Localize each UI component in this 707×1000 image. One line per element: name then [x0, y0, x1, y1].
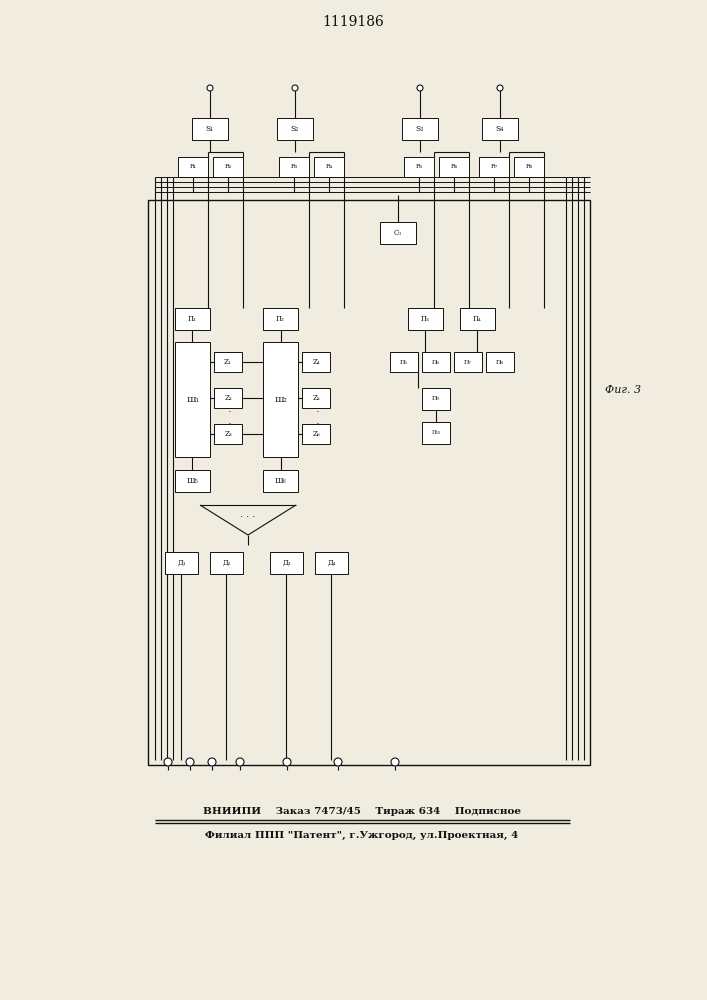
- Bar: [279, 157, 309, 177]
- Bar: [482, 118, 518, 140]
- Circle shape: [164, 758, 172, 766]
- Text: П₆: П₆: [432, 360, 440, 364]
- Text: П₄: П₄: [473, 315, 482, 323]
- Bar: [422, 388, 450, 410]
- Bar: [148, 200, 590, 765]
- Text: Ш₆: Ш₆: [274, 477, 286, 485]
- Text: ВНИИПИ    Заказ 7473/45    Тираж 634    Подписное: ВНИИПИ Заказ 7473/45 Тираж 634 Подписное: [203, 808, 521, 816]
- Bar: [422, 422, 450, 444]
- Text: Д₃: Д₃: [282, 559, 291, 567]
- Text: П₂: П₂: [276, 315, 285, 323]
- Text: Z₅: Z₅: [312, 394, 320, 402]
- Text: Ш₁: Ш₁: [186, 395, 199, 403]
- Text: Ш₂: Ш₂: [274, 395, 287, 403]
- Bar: [263, 470, 298, 492]
- Bar: [390, 352, 418, 372]
- Text: ·
·
·: · · ·: [228, 395, 232, 429]
- Text: R₁: R₁: [189, 164, 197, 169]
- Text: R₂: R₂: [224, 164, 232, 169]
- Text: Филиал ППП "Патент", г.Ужгород, ул.Проектная, 4: Филиал ППП "Патент", г.Ужгород, ул.Проек…: [205, 830, 519, 840]
- Circle shape: [334, 758, 342, 766]
- Text: R₆: R₆: [450, 164, 457, 169]
- Bar: [214, 388, 242, 408]
- Bar: [422, 352, 450, 372]
- Text: Фиг. 3: Фиг. 3: [605, 385, 641, 395]
- Bar: [514, 157, 544, 177]
- Bar: [178, 157, 208, 177]
- Text: Д₄: Д₄: [327, 559, 336, 567]
- Text: П₃: П₃: [421, 315, 430, 323]
- Bar: [302, 388, 330, 408]
- Text: R₇: R₇: [491, 164, 498, 169]
- Circle shape: [186, 758, 194, 766]
- Circle shape: [207, 85, 213, 91]
- Text: 1119186: 1119186: [322, 15, 384, 29]
- Text: Z₄: Z₄: [312, 358, 320, 366]
- Text: Z₃: Z₃: [224, 430, 232, 438]
- Bar: [315, 552, 348, 574]
- Text: П₇: П₇: [464, 360, 472, 364]
- Bar: [302, 424, 330, 444]
- Bar: [439, 157, 469, 177]
- Circle shape: [236, 758, 244, 766]
- Bar: [175, 470, 210, 492]
- Text: Z₆: Z₆: [312, 430, 320, 438]
- Text: S₁: S₁: [206, 125, 214, 133]
- Bar: [402, 118, 438, 140]
- Text: R₃: R₃: [291, 164, 298, 169]
- Text: П₁: П₁: [188, 315, 197, 323]
- Text: Z₁: Z₁: [224, 358, 232, 366]
- Bar: [263, 342, 298, 457]
- Bar: [192, 118, 228, 140]
- Circle shape: [391, 758, 399, 766]
- Bar: [380, 222, 416, 244]
- Circle shape: [292, 85, 298, 91]
- Bar: [454, 352, 482, 372]
- Text: R₅: R₅: [416, 164, 423, 169]
- Bar: [270, 552, 303, 574]
- Circle shape: [417, 85, 423, 91]
- Circle shape: [497, 85, 503, 91]
- Text: R₄: R₄: [325, 164, 332, 169]
- Bar: [214, 352, 242, 372]
- Bar: [175, 308, 210, 330]
- Text: П₈: П₈: [496, 360, 504, 364]
- Text: Д₁: Д₁: [177, 559, 186, 567]
- Text: ·
·
·: · · ·: [316, 395, 320, 429]
- Circle shape: [283, 758, 291, 766]
- Bar: [408, 308, 443, 330]
- Bar: [314, 157, 344, 177]
- Text: П₅: П₅: [400, 360, 408, 364]
- Bar: [404, 157, 434, 177]
- Bar: [302, 352, 330, 372]
- Bar: [175, 342, 210, 457]
- Text: П₁₀: П₁₀: [431, 430, 440, 436]
- Text: S₄: S₄: [496, 125, 504, 133]
- Text: C₀: C₀: [394, 229, 402, 237]
- Text: R₈: R₈: [525, 164, 532, 169]
- Text: Z₂: Z₂: [224, 394, 232, 402]
- Text: Ш₅: Ш₅: [187, 477, 199, 485]
- Bar: [210, 552, 243, 574]
- Text: S₃: S₃: [416, 125, 424, 133]
- Bar: [277, 118, 313, 140]
- Bar: [213, 157, 243, 177]
- Bar: [460, 308, 495, 330]
- Bar: [263, 308, 298, 330]
- Bar: [214, 424, 242, 444]
- Circle shape: [208, 758, 216, 766]
- Text: Д₂: Д₂: [222, 559, 230, 567]
- Text: П₉: П₉: [432, 396, 440, 401]
- Bar: [165, 552, 198, 574]
- Bar: [479, 157, 509, 177]
- Text: · · ·: · · ·: [240, 512, 256, 522]
- Text: S₂: S₂: [291, 125, 299, 133]
- Bar: [486, 352, 514, 372]
